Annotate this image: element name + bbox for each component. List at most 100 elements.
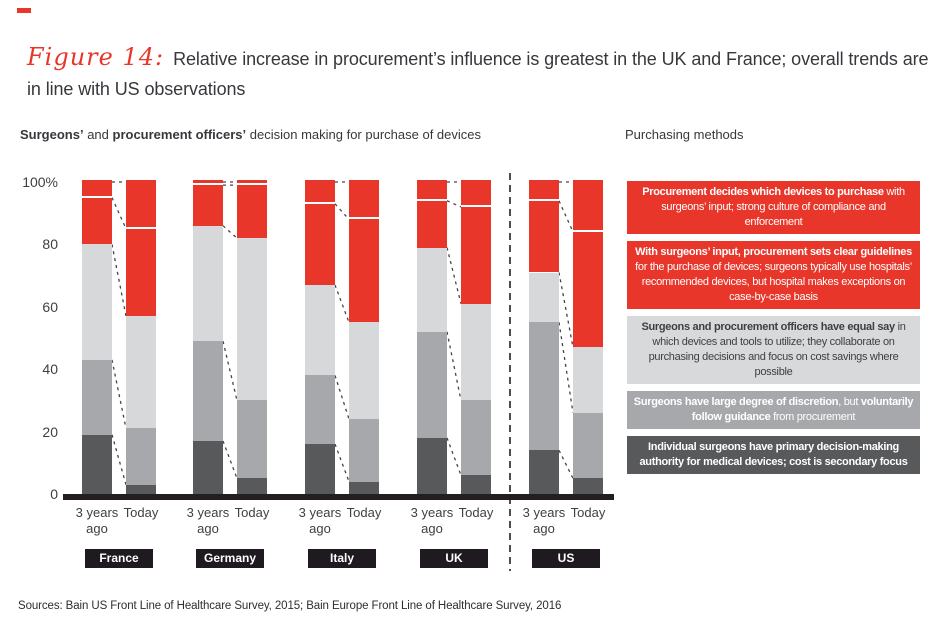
dashed-connector — [558, 200, 574, 233]
plain-text: in which devices and tools to utilize; t… — [648, 321, 906, 378]
bar-segment — [237, 478, 267, 494]
figure-title-text: Relative increase in procurement’s influ… — [27, 49, 929, 99]
bar-france-today — [126, 180, 156, 494]
legend-item-0: Procurement decides which devices to pur… — [627, 181, 920, 234]
figure-title: Figure 14: Relative increase in procureme… — [27, 42, 937, 104]
bar-segment — [417, 180, 447, 201]
bar-label-3-years-ago: 3 years ago — [186, 505, 230, 536]
bar-segment — [237, 180, 267, 186]
bar-segment — [349, 219, 379, 323]
legend-item-4: Individual surgeons have primary decisio… — [627, 436, 920, 474]
plain-text: from procurement — [770, 411, 856, 423]
dashed-connector — [446, 331, 462, 401]
dashed-connector — [446, 437, 462, 476]
dashed-connector — [446, 247, 462, 304]
bar-segment — [305, 444, 335, 494]
y-axis-tick-label: 20 — [42, 423, 58, 440]
bar-segment — [573, 478, 603, 494]
bar-segment — [305, 203, 335, 285]
bar-segment — [461, 400, 491, 476]
dashed-connector — [111, 197, 127, 230]
bar-segment — [461, 180, 491, 207]
bar-segment — [193, 185, 223, 226]
bar-segment — [349, 322, 379, 420]
legend-item-3: Surgeons have large degree of discretion… — [627, 391, 920, 429]
bar-segment — [573, 180, 603, 232]
bar-label-today: Today — [458, 505, 494, 520]
dashed-connector — [222, 440, 238, 479]
bar-label-today: Today — [570, 505, 606, 520]
bar-label-3-years-ago: 3 years ago — [522, 505, 566, 536]
y-axis-tick-label: 40 — [42, 361, 58, 378]
bar-segment — [82, 244, 112, 360]
bar-segment — [82, 180, 112, 198]
country-label-italy: Italy — [308, 549, 376, 568]
bar-label-3-years-ago: 3 years ago — [298, 505, 342, 536]
emphasis-text: Surgeons’ — [20, 127, 84, 142]
bar-segment — [349, 481, 379, 494]
bar-segment — [305, 375, 335, 445]
dashed-connector — [334, 375, 350, 420]
bar-italy-3-years-ago — [305, 180, 335, 494]
bar-label-3-years-ago: 3 years ago — [410, 505, 454, 536]
bar-segment — [529, 322, 559, 451]
figure-number-label: Figure 14: — [27, 43, 165, 71]
y-axis-tick-label: 60 — [42, 298, 58, 315]
bar-label-3-years-ago: 3 years ago — [75, 505, 119, 536]
emphasis-text: Procurement decides which devices to pur… — [642, 186, 884, 198]
dashed-connector — [558, 272, 574, 348]
bar-label-today: Today — [346, 505, 382, 520]
emphasis-text: With surgeons’ input, procurement sets c… — [635, 246, 912, 258]
bar-france-3-years-ago — [82, 180, 112, 494]
dashed-connector — [111, 359, 127, 429]
brand-mark — [17, 8, 31, 13]
legend: Procurement decides which devices to pur… — [627, 181, 920, 481]
bar-germany-today — [237, 180, 267, 494]
legend-item-1: With surgeons’ input, procurement sets c… — [627, 241, 920, 309]
dashed-connector — [558, 322, 574, 413]
bar-segment — [417, 200, 447, 248]
dashed-connector — [222, 340, 238, 401]
bar-germany-3-years-ago — [193, 180, 223, 494]
dashed-connector — [334, 203, 350, 220]
legend-header: Purchasing methods — [625, 127, 744, 142]
bar-segment — [349, 419, 379, 482]
bar-label-today: Today — [123, 505, 159, 520]
emphasis-text: Surgeons have large degree of discretion — [633, 396, 839, 408]
bar-segment — [461, 206, 491, 304]
dashed-connector — [558, 450, 574, 479]
country-label-uk: UK — [420, 549, 488, 568]
bar-segment — [305, 180, 335, 204]
y-axis-tick-label: 0 — [50, 486, 58, 502]
bar-uk-today — [461, 180, 491, 494]
bar-label-today: Today — [234, 505, 270, 520]
emphasis-text: Surgeons and procurement officers have e… — [641, 321, 895, 333]
bar-segment — [237, 238, 267, 401]
bar-segment — [349, 180, 379, 220]
bar-segment — [305, 284, 335, 376]
bar-us-3-years-ago — [529, 180, 559, 494]
y-axis-tick-label: 80 — [42, 236, 58, 253]
dashed-connector — [334, 284, 350, 323]
bar-segment — [529, 450, 559, 494]
emphasis-text: procurement officers’ — [112, 127, 247, 142]
bar-segment — [126, 180, 156, 229]
bar-segment — [193, 180, 223, 186]
bar-segment — [417, 437, 447, 494]
source-note: Sources: Bain US Front Line of Healthcar… — [18, 600, 562, 612]
bar-segment — [237, 400, 267, 479]
bar-italy-today — [349, 180, 379, 494]
bar-segment — [417, 247, 447, 332]
emphasis-text: Individual surgeons have primary decisio… — [639, 441, 908, 468]
bar-segment — [237, 185, 267, 239]
bar-segment — [126, 316, 156, 429]
legend-item-2: Surgeons and procurement officers have e… — [627, 316, 920, 384]
bar-segment — [573, 412, 603, 479]
bar-segment — [461, 475, 491, 494]
bar-segment — [193, 341, 223, 441]
bar-segment — [126, 428, 156, 485]
bar-segment — [82, 359, 112, 435]
bar-segment — [193, 440, 223, 494]
country-label-us: US — [532, 549, 600, 568]
dashed-connector — [446, 200, 462, 208]
